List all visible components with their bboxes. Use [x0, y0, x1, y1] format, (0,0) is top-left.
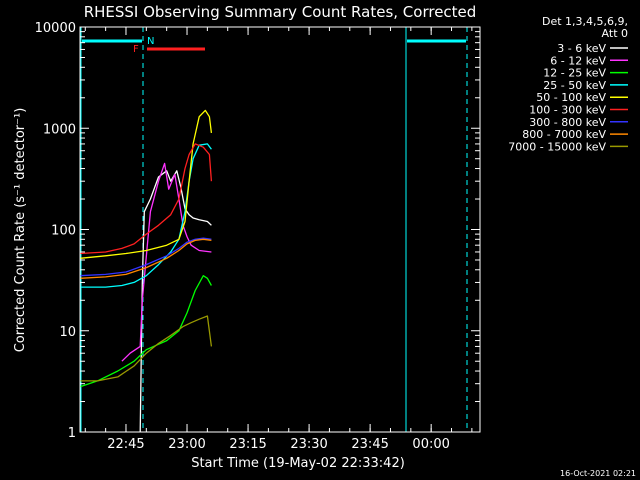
axes: 22:45 23:00 23:15 23:30 23:45 00:00 1 10 100 1000… [35, 21, 480, 452]
series-line-7 [79, 238, 212, 279]
y-tick-label-3: 1000 [43, 122, 76, 137]
attenuator-label: Att 0 [602, 27, 628, 40]
series-line-4 [79, 109, 213, 259]
x-tick-label-4: 23:45 [351, 437, 388, 452]
series-line-5 [79, 143, 213, 255]
y-tick-label-1: 10 [59, 325, 76, 340]
legend-label-0: 3 - 6 keV [557, 42, 606, 55]
chart-title: RHESSI Observing Summary Count Rates, Co… [84, 3, 477, 21]
legend-label-6: 300 - 800 keV [529, 116, 606, 129]
y-tick-label-0: 1 [68, 426, 76, 441]
legend-label-1: 6 - 12 keV [550, 54, 606, 67]
series-line-0 [139, 170, 212, 433]
series-layer [79, 109, 213, 433]
legend-label-8: 7000 - 15000 keV [508, 140, 606, 153]
legend-label-4: 50 - 100 keV [536, 91, 606, 104]
x-tick-label-5: 00:00 [412, 437, 449, 452]
series-line-3 [80, 143, 212, 288]
y-tick-label-4: 10000 [35, 21, 76, 36]
x-tick-label-2: 23:15 [229, 437, 266, 452]
series-line-8 [80, 315, 213, 382]
series-line-2 [79, 275, 212, 388]
y-tick-label-2: 100 [51, 224, 76, 239]
x-tick-label-1: 23:00 [168, 437, 205, 452]
series-line-6 [79, 237, 212, 277]
flare-flag-label: F [133, 44, 139, 55]
saa-night-bands: NF [80, 27, 468, 432]
legend-label-2: 12 - 25 keV [543, 67, 606, 80]
legend-label-7: 800 - 7000 keV [522, 128, 606, 141]
x-tick-label-0: 22:45 [107, 437, 144, 452]
footer-date: 16-Oct-2021 02:21 [560, 469, 636, 478]
legend-label-5: 100 - 300 keV [529, 104, 606, 117]
y-axis-label: Corrected Count Rate (s⁻¹ detector⁻¹) [13, 108, 28, 353]
x-tick-label-3: 23:30 [290, 437, 327, 452]
x-axis-label: Start Time (19-May-02 22:33:42) [191, 456, 405, 471]
detector-label: Det 1,3,4,5,6,9, [542, 15, 628, 28]
night-flag-label: N [147, 36, 154, 47]
legend-label-3: 25 - 50 keV [543, 79, 606, 92]
